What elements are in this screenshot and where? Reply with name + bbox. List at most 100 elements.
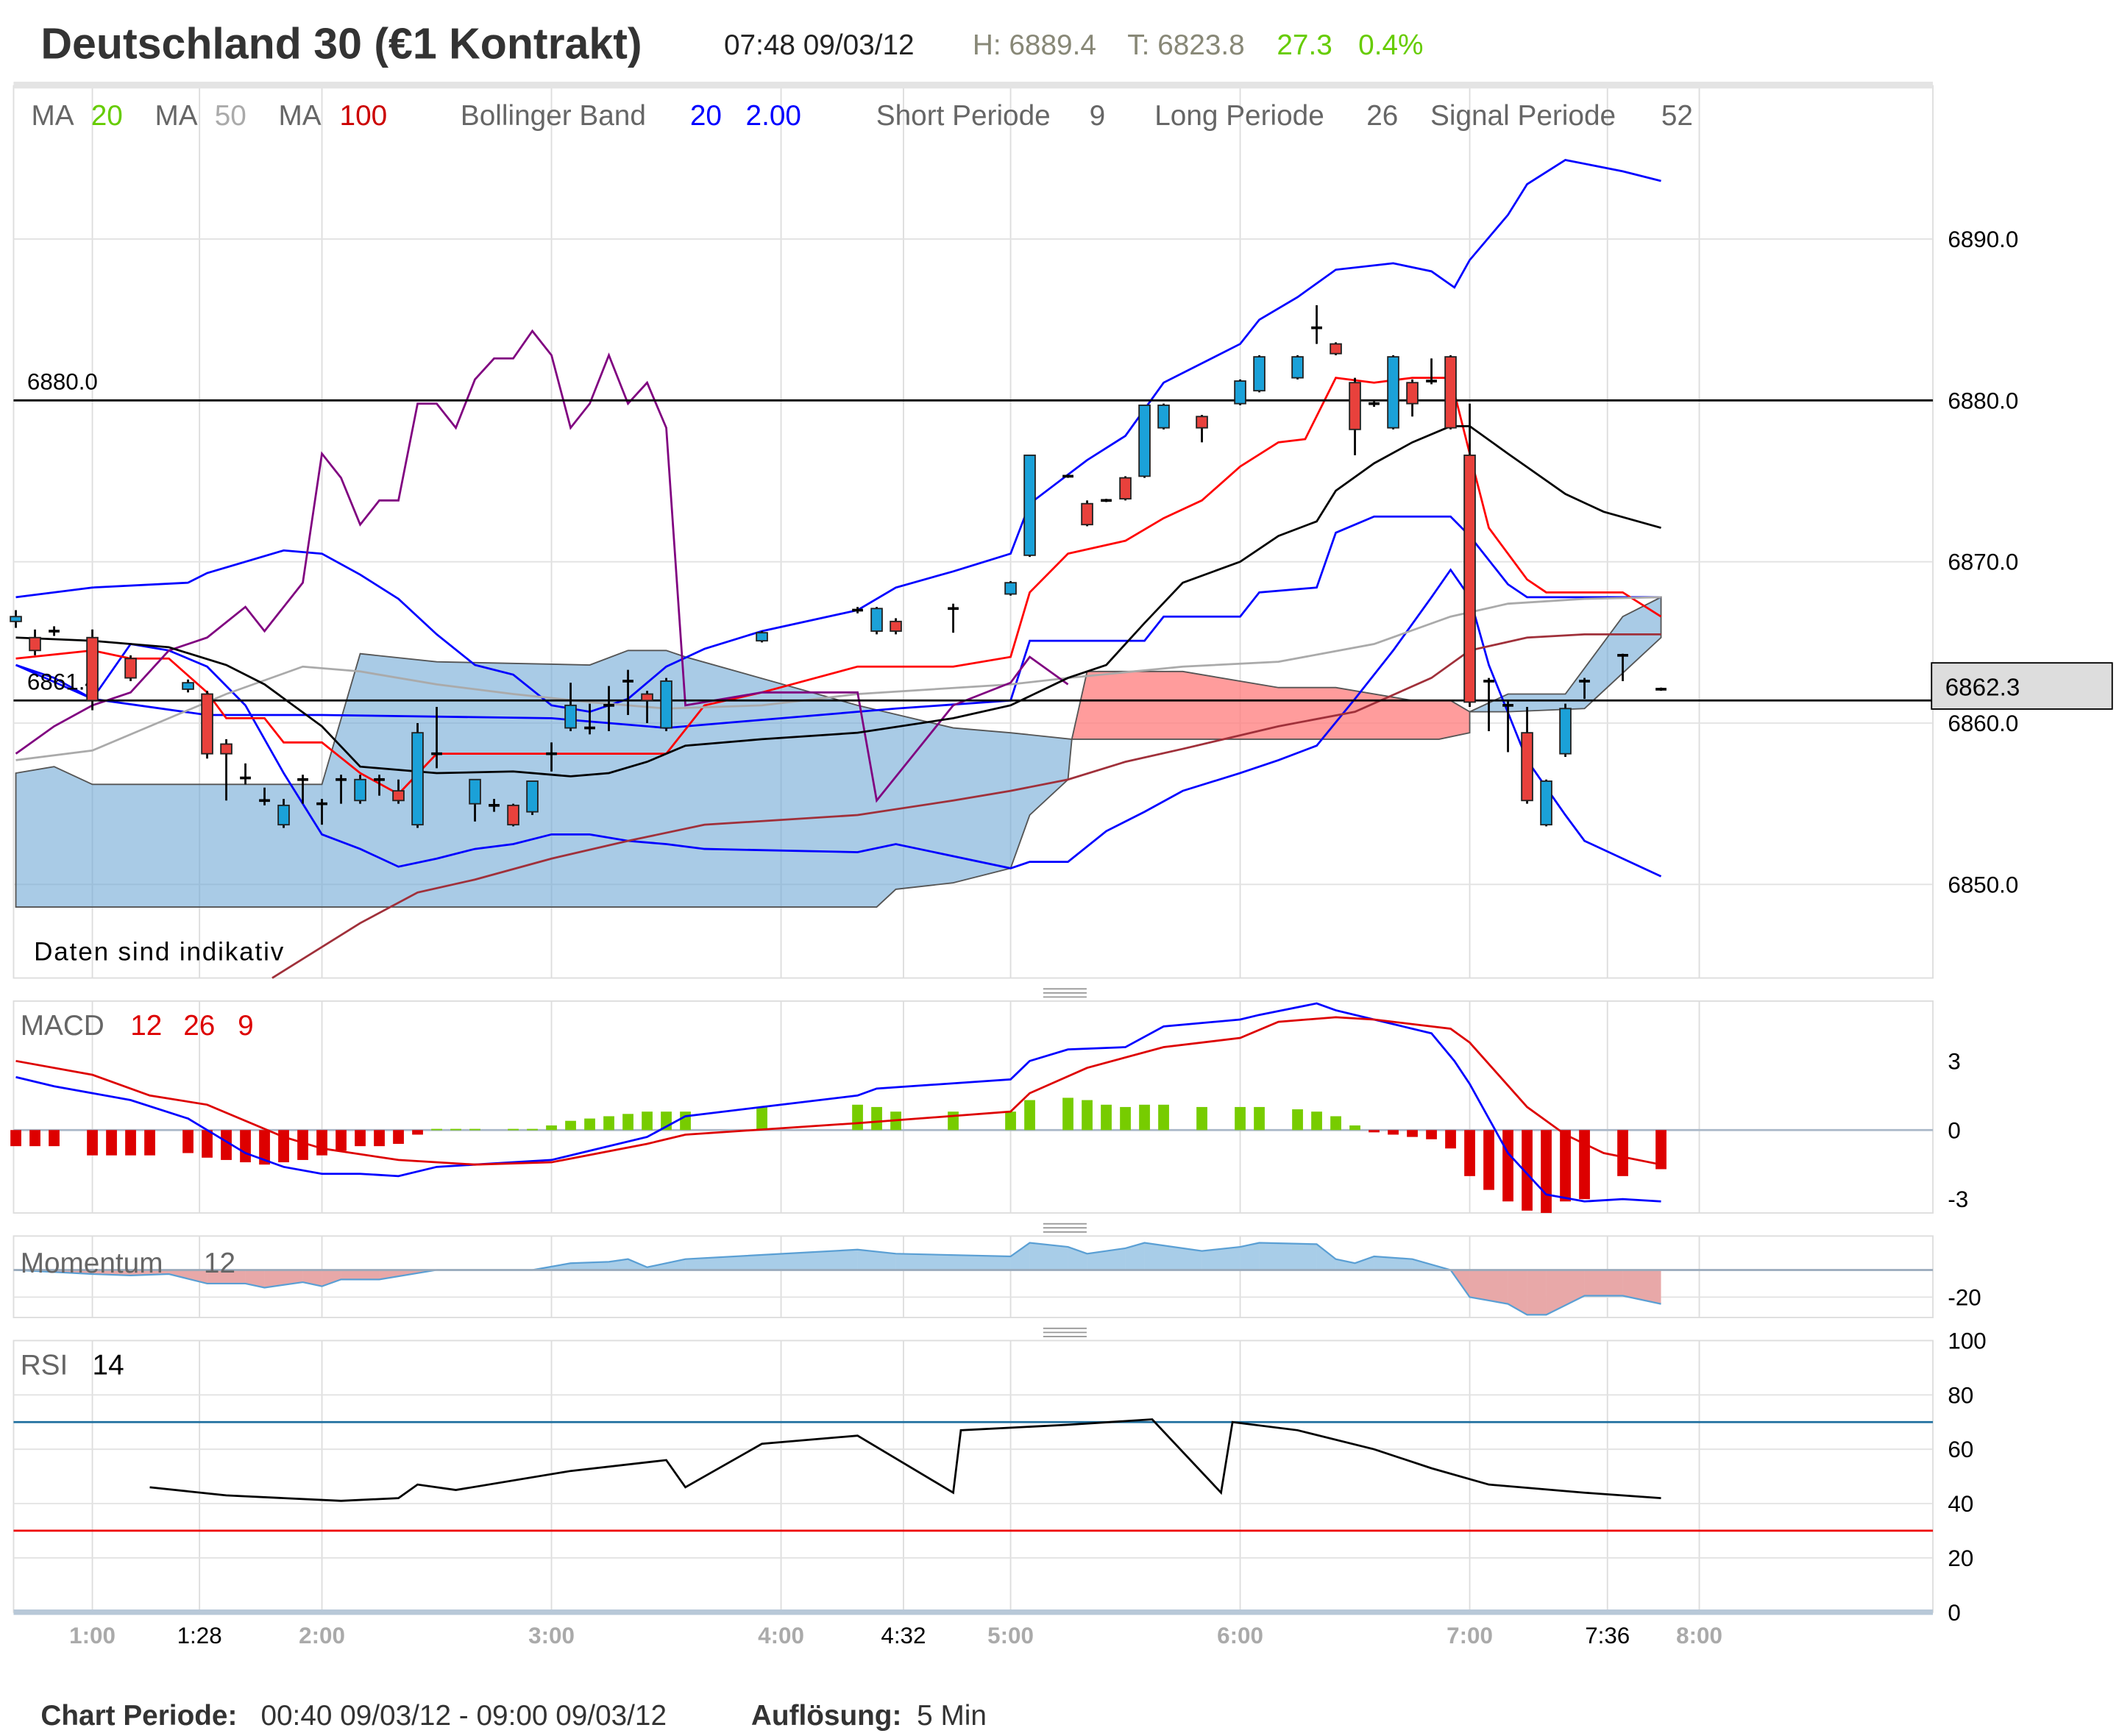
macd-histogram-bar (1158, 1104, 1169, 1131)
chart-period-label: Chart Periode: (40, 1700, 237, 1732)
candle (641, 691, 653, 723)
candle (564, 683, 577, 731)
x-axis-tick-label: 4:32 (881, 1623, 926, 1648)
macd-param: 9 (238, 1010, 254, 1042)
macd-histogram-bar (622, 1114, 633, 1131)
x-axis-tick-label: 5:00 (987, 1623, 1034, 1648)
macd-histogram-bar (1655, 1130, 1667, 1170)
macd-histogram-bar (1388, 1130, 1399, 1135)
macd-histogram-bar (355, 1130, 366, 1147)
momentum-area-segment (570, 1262, 609, 1270)
macd-histogram-bar (1101, 1104, 1112, 1131)
candle (1004, 580, 1017, 596)
macd-histogram-bar (469, 1128, 480, 1131)
candle (316, 799, 327, 825)
macd-signal-line (15, 1016, 1661, 1166)
resolution-label: Auflösung: (751, 1700, 901, 1732)
x-axis-tick-label: 4:00 (758, 1623, 804, 1648)
short-period-value: 9 (1090, 100, 1106, 132)
macd-histogram-bar (144, 1130, 155, 1156)
candle-body (870, 608, 883, 632)
candle (1311, 305, 1322, 344)
macd-histogram-bar (871, 1106, 882, 1131)
candle-body (1196, 416, 1208, 429)
macd-line (15, 1002, 1661, 1203)
macd-histogram-bar (259, 1130, 270, 1165)
candle (1463, 403, 1476, 708)
candle-body (277, 804, 290, 826)
price-level-label: 6880.0 (27, 369, 98, 395)
quote-change: 27.3 (1277, 29, 1332, 61)
macd-histogram-bar (1082, 1100, 1093, 1131)
candle (852, 607, 863, 613)
y-axis-tick-label: 6850.0 (1948, 872, 2018, 897)
last-price-box (1931, 662, 2113, 710)
y-axis-tick-label: 40 (1948, 1491, 1973, 1517)
macd-title: MACD (21, 1010, 104, 1042)
candle (1559, 703, 1572, 758)
bollinger-period: 20 (690, 100, 722, 132)
momentum-area-segment (1584, 1270, 1623, 1296)
ma100-value: 100 (340, 100, 388, 132)
macd-histogram-bar (1330, 1116, 1341, 1131)
macd-histogram-bar (221, 1130, 232, 1160)
panel-resize-handle[interactable] (1043, 1327, 1087, 1337)
candle-body (220, 743, 233, 755)
y-axis-tick-label: 0 (1948, 1117, 1960, 1143)
candle (526, 780, 539, 816)
macd-histogram-bar (1483, 1130, 1494, 1190)
momentum-area-segment (207, 1270, 246, 1284)
y-axis-tick-label: 6860.0 (1948, 711, 2018, 736)
indicator-legend[interactable]: MA 20 MA 50 MA 100 Bollinger Band 20 2.0… (31, 100, 1692, 132)
panel-resize-handle[interactable] (1043, 988, 1087, 998)
candle (1081, 500, 1093, 527)
candle (374, 775, 385, 796)
candle-body (1406, 382, 1419, 405)
macd-histogram-bar (106, 1130, 117, 1156)
candle (1406, 379, 1419, 417)
macd-param: 26 (183, 1010, 215, 1042)
candle-body (1023, 454, 1036, 556)
candle (49, 626, 60, 636)
macd-histogram-bar (1407, 1130, 1418, 1137)
macd-param: 12 (130, 1010, 162, 1042)
macd-histogram-bar (431, 1128, 442, 1131)
chikou-line (15, 329, 1069, 803)
momentum-area-segment (322, 1270, 341, 1287)
momentum-area-segment (1546, 1270, 1585, 1315)
candle (1138, 404, 1151, 478)
candle-body (29, 636, 41, 652)
candle-body (1349, 382, 1361, 430)
momentum-area-segment (1240, 1242, 1260, 1270)
candle-body (1521, 732, 1533, 802)
candle (660, 677, 672, 731)
ma20-label: MA (31, 100, 74, 132)
ma100-label: MA (278, 100, 321, 132)
candle (1291, 355, 1304, 380)
quote-low: T: 6823.8 (1127, 29, 1244, 61)
macd-histogram-bar (1292, 1109, 1303, 1131)
macd-histogram-bar (1235, 1106, 1246, 1131)
candle-body (1119, 477, 1132, 500)
macd-histogram-bar (49, 1130, 60, 1147)
macd-histogram-bar (1445, 1130, 1456, 1149)
candle (277, 799, 290, 828)
x-axis-tick-label: 7:36 (1585, 1623, 1630, 1648)
macd-histogram-bar (125, 1130, 136, 1156)
top-border (13, 82, 1934, 89)
momentum-area-segment (1508, 1270, 1527, 1315)
candle (1119, 476, 1132, 501)
rsi-panel-frame (13, 1340, 1934, 1613)
momentum-area-segment (1010, 1242, 1030, 1270)
momentum-area-segment (1316, 1244, 1336, 1270)
panel-resize-handle[interactable] (1043, 1223, 1087, 1233)
indicative-notice: Daten sind indikativ (34, 938, 285, 967)
momentum-area-segment (1087, 1248, 1126, 1270)
candle-body (1234, 380, 1246, 405)
candle-body (1253, 356, 1266, 392)
candle-body (201, 693, 213, 755)
momentum-area-segment (1029, 1242, 1068, 1270)
momentum-area-segment (685, 1249, 858, 1270)
candle (336, 775, 347, 804)
candle (1234, 379, 1246, 405)
